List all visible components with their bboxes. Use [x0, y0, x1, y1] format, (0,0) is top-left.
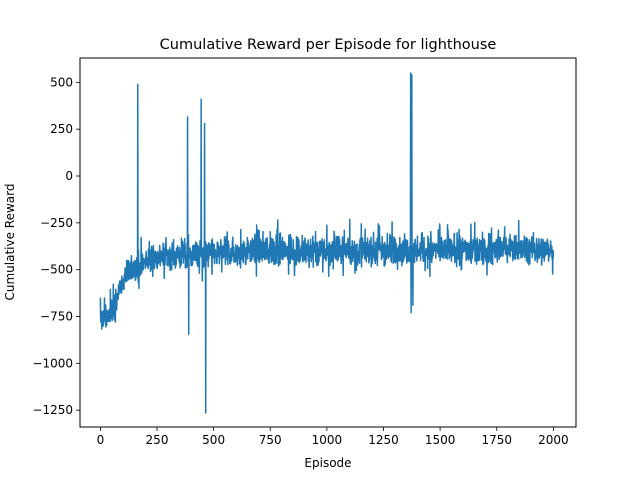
plot-area: [99, 72, 555, 414]
x-tick-label: 1250: [368, 433, 399, 447]
x-tick-label: 1500: [425, 433, 456, 447]
y-tick-label: 250: [50, 122, 73, 136]
x-tick-label: 500: [202, 433, 225, 447]
chart-title: Cumulative Reward per Episode for lighth…: [160, 37, 497, 53]
x-tick-label: 750: [259, 433, 282, 447]
y-tick-label: 0: [65, 169, 73, 183]
x-tick-label: 250: [146, 433, 169, 447]
x-tick-label: 2000: [538, 433, 569, 447]
y-axis-label: Cumulative Reward: [3, 184, 17, 301]
x-tick-label: 1000: [312, 433, 343, 447]
y-tick-label: −1250: [32, 403, 73, 417]
x-axis: 0 250 500 750 1000 1250 1500 1750 2000: [97, 427, 569, 447]
series-line: [99, 72, 555, 414]
axes-frame: [79, 57, 577, 428]
y-tick-label: −500: [40, 263, 73, 277]
x-axis-label: Episode: [304, 456, 351, 470]
y-tick-label: −750: [40, 309, 73, 323]
y-tick-label: −1000: [32, 356, 73, 370]
y-tick-label: −250: [40, 216, 73, 230]
y-axis: 500 250 0 −250 −500 −750 −1000 −1250: [32, 75, 80, 417]
y-tick-label: 500: [50, 75, 73, 89]
x-tick-label: 0: [97, 433, 105, 447]
x-tick-label: 1750: [481, 433, 512, 447]
